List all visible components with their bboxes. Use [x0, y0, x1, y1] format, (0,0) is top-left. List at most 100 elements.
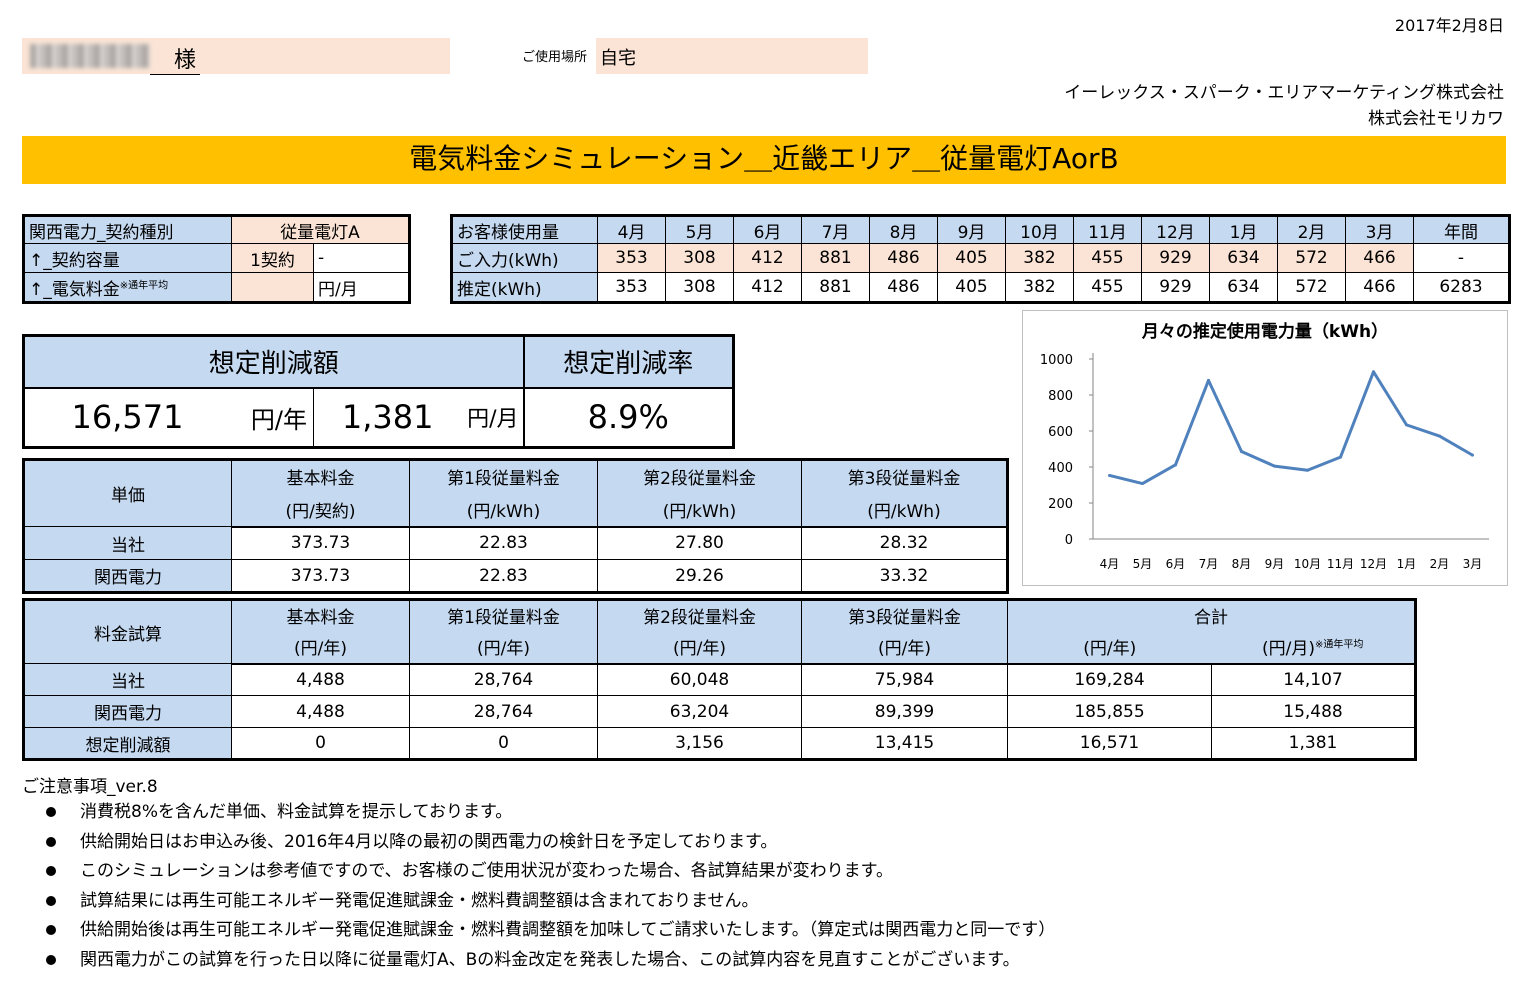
table-cell: 28,764 [409, 663, 598, 696]
usage-input-cell: 405 [937, 243, 1006, 273]
company-name-2: 株式会社モリカワ [1368, 109, 1504, 129]
row-label: 当社 [23, 526, 232, 560]
usage-month-header: 3月 [1345, 215, 1414, 244]
x-tick-label: 11月 [1327, 557, 1354, 571]
table-cell: 16,571 [1007, 727, 1212, 760]
usage-input-cell: 455 [1073, 243, 1142, 273]
fee-calc-header: 第2段従量料金 [597, 599, 802, 631]
table-cell: 13,415 [801, 727, 1008, 760]
table-cell: 22.83 [409, 559, 598, 593]
table-cell: 29.26 [597, 559, 802, 593]
usage-estimate-cell: 405 [937, 272, 1006, 303]
list-item: 消費税8%を含んだ単価、料金試算を提示しております。 [46, 798, 1055, 828]
savings-table: 想定削減額 想定削減率 16,571 円/年 1,381 円/月 8.9% [22, 334, 736, 449]
note-text: 消費税8%を含んだ単価、料金試算を提示しております。 [80, 802, 513, 822]
table-cell: 60,048 [597, 663, 802, 696]
usage-estimate-annual: 6283 [1413, 272, 1510, 303]
note-text: 供給開始後は再生可能エネルギー発電促進賦課金・燃料費調整額を加味してご請求いたし… [80, 920, 1056, 940]
unit-price-header: 第1段従量料金 [409, 459, 598, 493]
contract-capacity-value2: - [312, 243, 411, 273]
fee-calc-header: 第1段従量料金 [409, 599, 598, 631]
electric-fee-label: ↑_電気料金※通年平均 [23, 272, 232, 303]
usage-input-cell: 412 [733, 243, 802, 273]
note-text: 試算結果には再生可能エネルギー発電促進賦課金・燃料費調整額は含まれておりません。 [80, 890, 759, 911]
x-tick-label: 5月 [1133, 557, 1153, 571]
unit-price-unit: (円/kWh) [801, 492, 1008, 528]
y-tick-label: 1000 [1040, 353, 1073, 368]
usage-annual-header: 年間 [1413, 215, 1510, 244]
table-cell: 33.32 [801, 559, 1008, 593]
table-cell: 27.80 [597, 526, 802, 560]
fee-calc-total-header: 合計 [1007, 599, 1416, 631]
unit-price-header: 第3段従量料金 [801, 459, 1008, 493]
usage-input-annual: - [1413, 243, 1510, 273]
usage-input-cell: 572 [1277, 243, 1346, 273]
bullet-icon [46, 954, 56, 965]
x-tick-label: 8月 [1232, 557, 1252, 571]
table-cell: 89,399 [801, 695, 1008, 728]
table-cell: 0 [409, 727, 598, 760]
table-cell: 15,488 [1211, 695, 1416, 728]
electric-fee-value [231, 272, 314, 303]
table-row: 関西電力 373.73 22.83 29.26 33.32 [23, 559, 1008, 593]
fee-calc-total-year-unit: (円/年) [1007, 630, 1212, 665]
usage-input-label: ご入力(kWh) [451, 243, 598, 273]
list-item: 試算結果には再生可能エネルギー発電促進賦課金・燃料費調整額は含まれておりません。 [46, 887, 1055, 917]
contract-type-value: 従量電灯A [230, 215, 411, 244]
usage-input-cell: 466 [1345, 243, 1414, 273]
company-name-1: イーレックス・スパーク・エリアマーケティング株式会社 [1064, 83, 1504, 103]
customer-name-redacted [30, 44, 150, 68]
table-cell: 0 [231, 727, 410, 760]
bullet-icon [46, 866, 56, 876]
usage-estimate-cell: 881 [801, 272, 870, 303]
notes-heading: ご注意事項_ver.8 [22, 777, 158, 797]
list-item: 供給開始日はお申込み後、2016年4月以降の最初の関西電力の検針日を予定しており… [46, 828, 1055, 858]
data-point [1240, 450, 1243, 454]
bullet-icon [46, 925, 56, 935]
savings-rate-value: 8.9% [522, 387, 735, 448]
usage-estimate-cell: 466 [1345, 272, 1414, 303]
savings-yearly-value: 16,571 [23, 387, 184, 448]
data-point [1306, 468, 1309, 472]
issue-date: 2017年2月8日 [1394, 16, 1504, 35]
usage-estimate-cell: 572 [1277, 272, 1346, 303]
usage-estimate-cell: 929 [1141, 272, 1210, 303]
list-item: このシミュレーションは参考値ですので、お客様のご使用状況が変わった場合、各試算結… [46, 857, 1055, 887]
table-cell: 4,488 [231, 663, 410, 696]
x-tick-label: 10月 [1294, 557, 1321, 571]
table-cell: 373.73 [231, 526, 410, 560]
usage-month-header: 9月 [937, 215, 1006, 244]
usage-month-header: 8月 [869, 215, 938, 244]
data-point [1471, 453, 1474, 457]
customer-suffix: 様 [150, 42, 201, 75]
x-tick-label: 3月 [1463, 557, 1483, 571]
row-label: 想定削減額 [23, 727, 232, 760]
y-tick-label: 600 [1048, 425, 1073, 440]
table-cell: 185,855 [1007, 695, 1212, 728]
x-tick-label: 2月 [1430, 557, 1450, 571]
fee-calc-unit: (円/年) [231, 630, 410, 665]
usage-estimate-label: 推定(kWh) [451, 272, 598, 303]
fee-calc-unit: (円/年) [801, 630, 1008, 665]
table-cell: 169,284 [1007, 663, 1212, 696]
table-cell: 1,381 [1211, 727, 1416, 760]
savings-monthly-value: 1,381 [313, 387, 434, 448]
unit-price-header: 基本料金 [231, 459, 410, 493]
usage-estimate-cell: 412 [733, 272, 802, 303]
table-cell: 14,107 [1211, 663, 1416, 696]
data-point [1174, 463, 1177, 467]
table-cell: 75,984 [801, 663, 1008, 696]
usage-month-header: 2月 [1277, 215, 1346, 244]
savings-monthly-unit: 円/月 [433, 387, 525, 448]
note-text: このシミュレーションは参考値ですので、お客様のご使用状況が変わった場合、各試算結… [80, 861, 893, 881]
data-point [1141, 482, 1144, 486]
total-month-note: ※通年平均 [1315, 639, 1364, 651]
contract-capacity-label: ↑_契約容量 [23, 243, 232, 273]
usage-input-cell: 634 [1209, 243, 1278, 273]
usage-chart: 月々の推定使用電力量（kWh） 0 200 400 600 800 1000 4月 5月 6月 7… [1022, 310, 1508, 586]
data-point [1273, 464, 1276, 468]
y-tick-label: 400 [1048, 461, 1073, 476]
y-tick-label: 200 [1048, 497, 1073, 512]
unit-price-header: 第2段従量料金 [597, 459, 802, 493]
usage-month-header: 1月 [1209, 215, 1278, 244]
